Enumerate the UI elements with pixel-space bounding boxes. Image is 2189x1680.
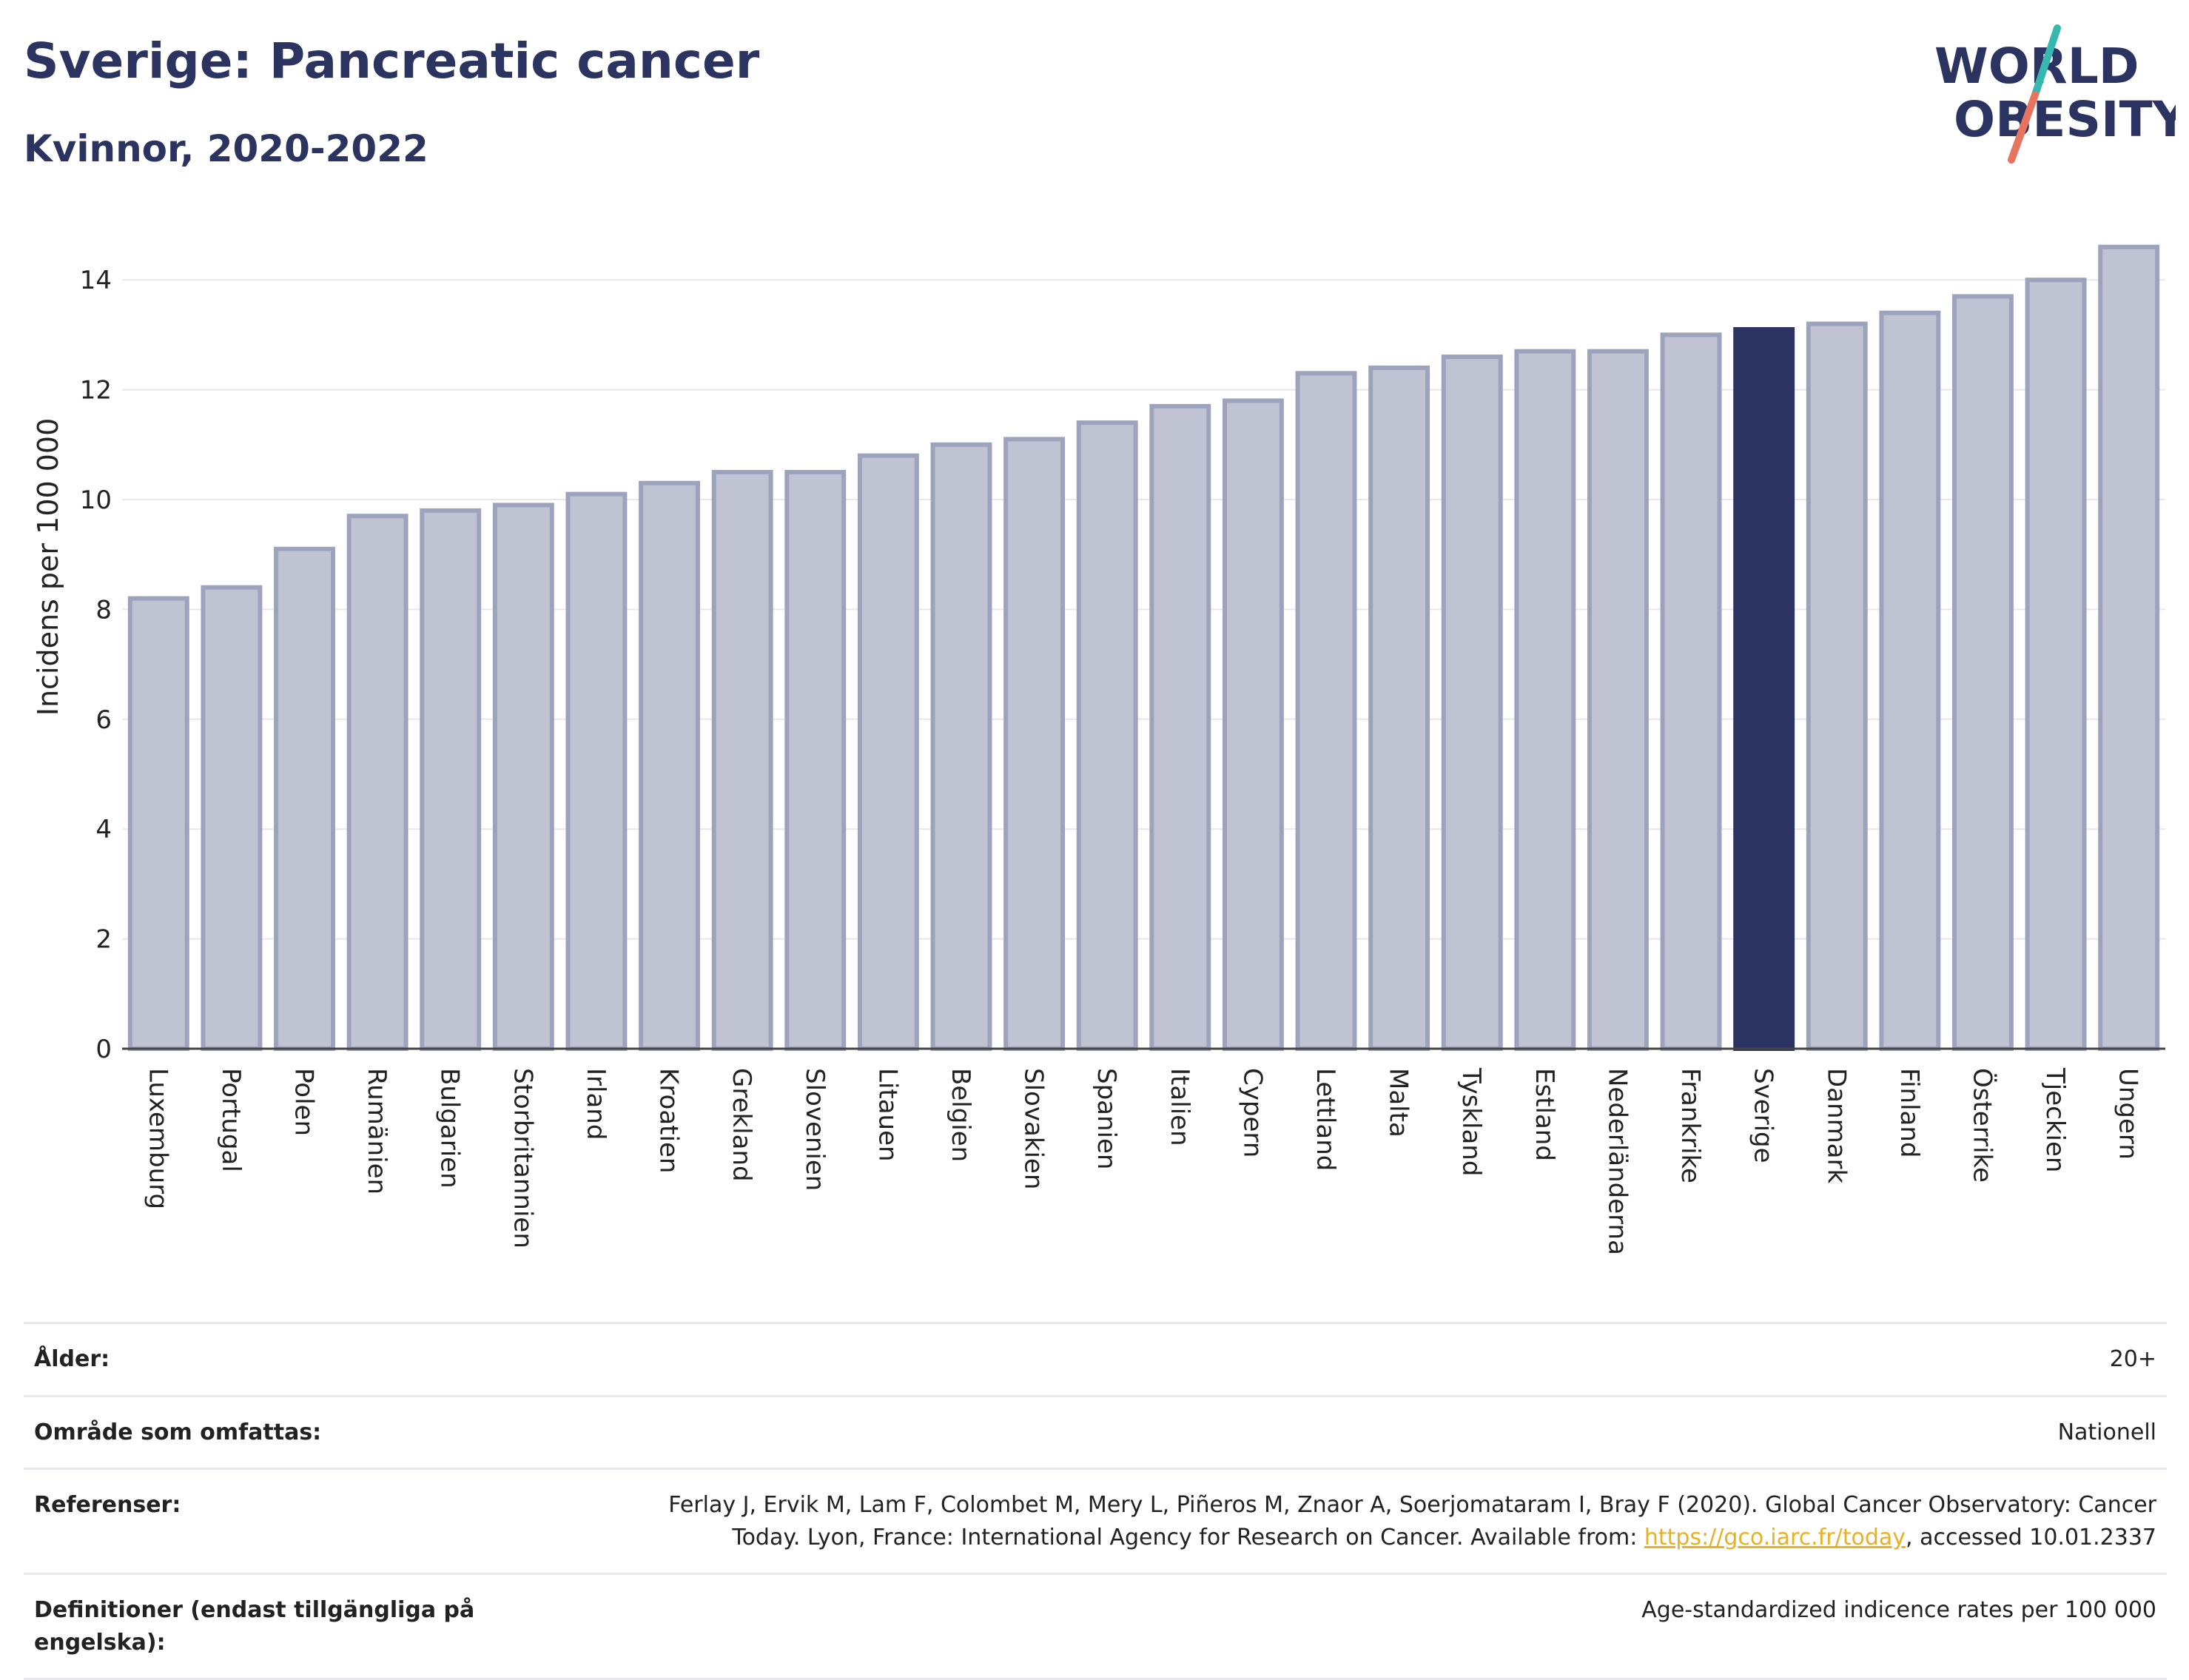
logo-slash-coral	[2008, 91, 2039, 164]
bar-grekland	[711, 469, 773, 1051]
x-tick-label: Sverige	[1749, 1068, 1778, 1163]
bar-sverige	[1733, 326, 1795, 1052]
bar-portugal	[201, 585, 263, 1051]
bar-polen	[274, 546, 335, 1051]
bar-estland	[1514, 349, 1576, 1052]
bar-lettland	[1295, 371, 1357, 1051]
bar-storbritannien	[492, 503, 554, 1051]
bar-finland	[1879, 310, 1941, 1052]
reference-link[interactable]: https://gco.iarc.fr/today	[1644, 1524, 1906, 1550]
x-tick-label: Italien	[1165, 1068, 1194, 1146]
x-tick-label: Bulgarien	[435, 1068, 465, 1189]
info-row-area: Område som omfattas: Nationell	[24, 1396, 2167, 1469]
bar-bulgarien	[420, 508, 482, 1051]
x-tick-label: Lettland	[1311, 1068, 1340, 1171]
info-row-references: Referenser: Ferlay J, Ervik M, Lam F, Co…	[24, 1468, 2167, 1574]
x-tick-label: Belgien	[946, 1068, 975, 1162]
bar-malta	[1368, 365, 1430, 1052]
bar-nederländerna	[1587, 349, 1649, 1052]
bars	[127, 244, 2160, 1052]
info-value-area: Nationell	[2057, 1419, 2156, 1445]
world-obesity-logo: WORLD OBESITY	[1934, 24, 2176, 164]
bar-spanien	[1076, 420, 1138, 1051]
y-tick-label: 10	[80, 485, 112, 515]
info-row-age: Ålder: 20+	[24, 1323, 2167, 1397]
bar-cypern	[1222, 398, 1284, 1051]
x-tick-label: Litauen	[872, 1068, 902, 1162]
reference-text-accessed: , accessed 10.01.2337	[1906, 1524, 2156, 1550]
y-tick-label: 0	[95, 1035, 112, 1064]
x-tick-label: Estland	[1530, 1068, 1559, 1161]
y-tick-label: 12	[80, 376, 112, 406]
x-tick-label: Slovenien	[800, 1068, 830, 1191]
logo-text-obesity: OBESITY	[1954, 91, 2176, 148]
info-value-references: Ferlay J, Ervik M, Lam F, Colombet M, Me…	[503, 1469, 2167, 1574]
bar-danmark	[1806, 321, 1868, 1051]
x-tick-label: Malta	[1384, 1068, 1413, 1138]
chart-subtitle: Kvinnor, 2020-2022	[24, 127, 428, 170]
x-tick-label: Ungern	[2114, 1068, 2143, 1160]
x-tick-label: Rumänien	[362, 1068, 391, 1195]
x-tick-label: Luxemburg	[143, 1068, 172, 1209]
x-tick-label: Frankrike	[1675, 1068, 1705, 1183]
info-key-area: Område som omfattas:	[34, 1419, 322, 1445]
y-tick-labels: 0 2 4 6 8 10 12 14	[80, 266, 112, 1064]
bar-kroatien	[639, 480, 701, 1051]
x-tick-label: Danmark	[1821, 1068, 1851, 1183]
y-tick-label: 4	[95, 815, 112, 844]
y-tick-label: 6	[95, 705, 112, 735]
reference-text-line1: Ferlay J, Ervik M, Lam F, Colombet M, Me…	[668, 1492, 2156, 1518]
x-tick-label: Slovakien	[1019, 1068, 1049, 1189]
y-tick-label: 8	[95, 595, 112, 625]
info-key-age: Ålder:	[34, 1346, 110, 1372]
info-value-definitions: Age-standardized indicence rates per 100…	[1641, 1597, 2156, 1623]
bar-rumänien	[346, 514, 408, 1051]
bar-italien	[1149, 403, 1211, 1051]
chart-title: Sverige: Pancreatic cancer	[24, 33, 760, 90]
bar-tyskland	[1441, 355, 1503, 1051]
x-tick-label: Irland	[581, 1068, 611, 1140]
x-tick-label: Portugal	[216, 1068, 246, 1172]
bar-litauen	[857, 453, 919, 1051]
bar-slovakien	[1003, 437, 1066, 1051]
x-tick-label: Spanien	[1092, 1068, 1121, 1169]
x-tick-labels: Luxemburg Portugal Polen Rumänien Bulgarien S…	[143, 1067, 2142, 1255]
x-tick-label: Tjeckien	[2040, 1067, 2070, 1172]
y-tick-label: 14	[80, 266, 112, 295]
bar-luxemburg	[127, 596, 189, 1051]
x-tick-label: Polen	[289, 1068, 319, 1136]
bar-tjeckien	[2025, 278, 2087, 1052]
x-tick-label: Storbritannien	[508, 1068, 537, 1249]
info-key-definitions: Definitioner (endast tillgängliga på eng…	[34, 1597, 475, 1656]
bar-belgien	[930, 442, 992, 1051]
info-table: Ålder: 20+ Område som omfattas: Nationel…	[24, 1322, 2167, 1680]
y-axis-label: Incidens per 100 000	[32, 418, 64, 716]
info-row-definitions: Definitioner (endast tillgängliga på eng…	[24, 1573, 2167, 1679]
bar-ungern	[2098, 244, 2160, 1051]
logo-slash-teal	[2031, 24, 2061, 98]
x-tick-label: Cypern	[1237, 1068, 1267, 1157]
x-tick-label: Nederländerna	[1602, 1068, 1632, 1255]
x-tick-label: Finland	[1894, 1068, 1924, 1158]
bar-irland	[565, 491, 628, 1051]
x-tick-label: Grekland	[727, 1068, 756, 1182]
y-tick-label: 2	[95, 925, 112, 955]
bar-österrike	[1952, 294, 2014, 1051]
bar-frankrike	[1660, 332, 1722, 1051]
reference-text-line2: Today. Lyon, France: International Agenc…	[732, 1524, 1644, 1550]
x-tick-label: Österrike	[1967, 1068, 1997, 1183]
x-tick-label: Tyskland	[1456, 1067, 1486, 1176]
x-tick-label: Kroatien	[654, 1068, 684, 1173]
info-value-age: 20+	[2109, 1346, 2156, 1372]
bar-slovenien	[784, 469, 847, 1051]
bar-chart: 0 2 4 6 8 10 12 14 Luxemburg Portugal Polen Rumäni…	[32, 244, 2165, 1255]
info-key-references: Referenser:	[34, 1492, 181, 1518]
